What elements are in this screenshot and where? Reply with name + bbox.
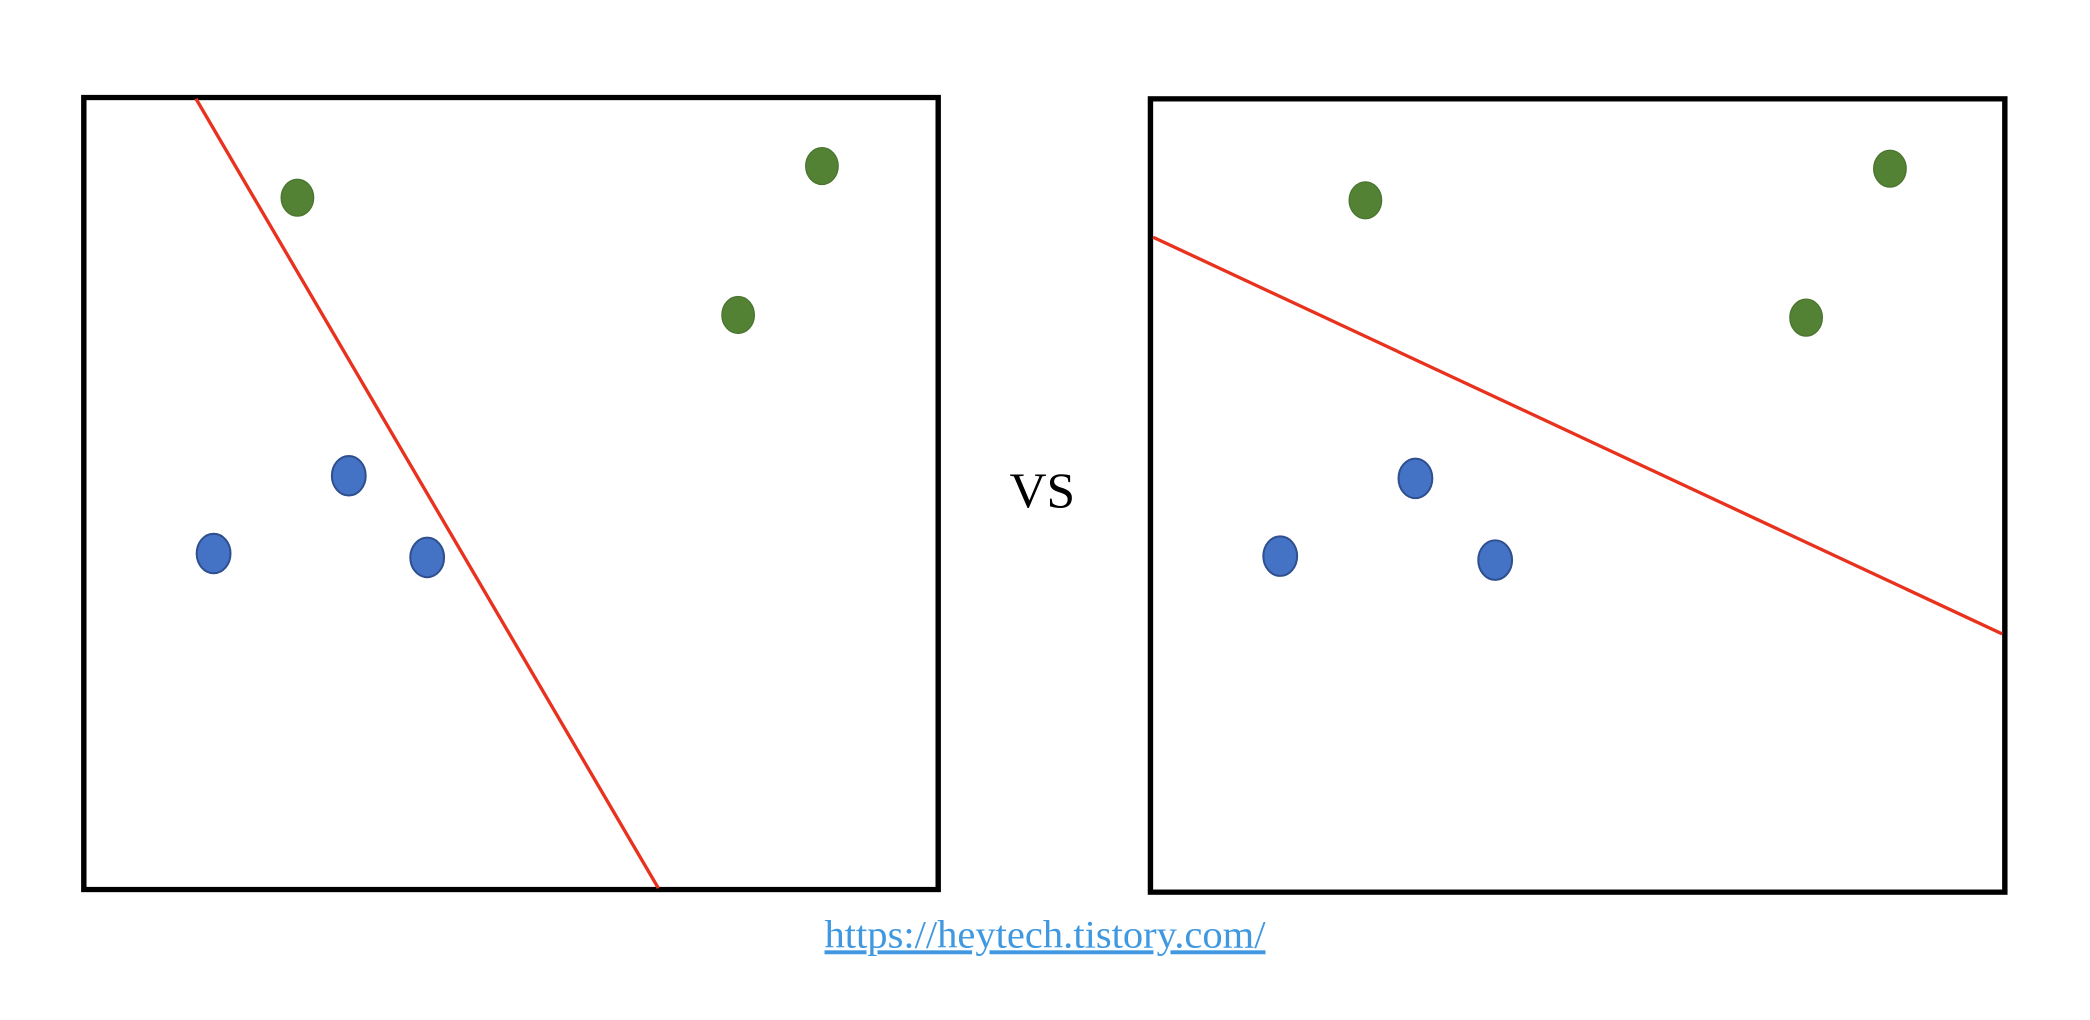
- green-point: [1348, 181, 1383, 220]
- green-point: [1789, 298, 1824, 337]
- right-panel: [1147, 96, 2008, 895]
- blue-point: [1397, 457, 1434, 500]
- green-point: [1873, 149, 1907, 188]
- decision-line: [1152, 235, 2003, 636]
- blue-point: [1262, 535, 1299, 577]
- green-point: [805, 146, 839, 186]
- green-point: [721, 295, 756, 335]
- decision-line: [194, 98, 660, 890]
- blue-point: [330, 454, 367, 497]
- blue-point: [409, 536, 446, 579]
- green-point: [280, 178, 315, 217]
- blue-point: [1477, 539, 1514, 581]
- panel-frame: [81, 94, 941, 893]
- panel-frame: [1147, 96, 2008, 895]
- vs-label: VS: [1009, 463, 1075, 518]
- left-panel: [81, 94, 941, 893]
- source-link[interactable]: https://heytech.tistory.com/: [825, 912, 1267, 956]
- blue-point: [195, 532, 232, 575]
